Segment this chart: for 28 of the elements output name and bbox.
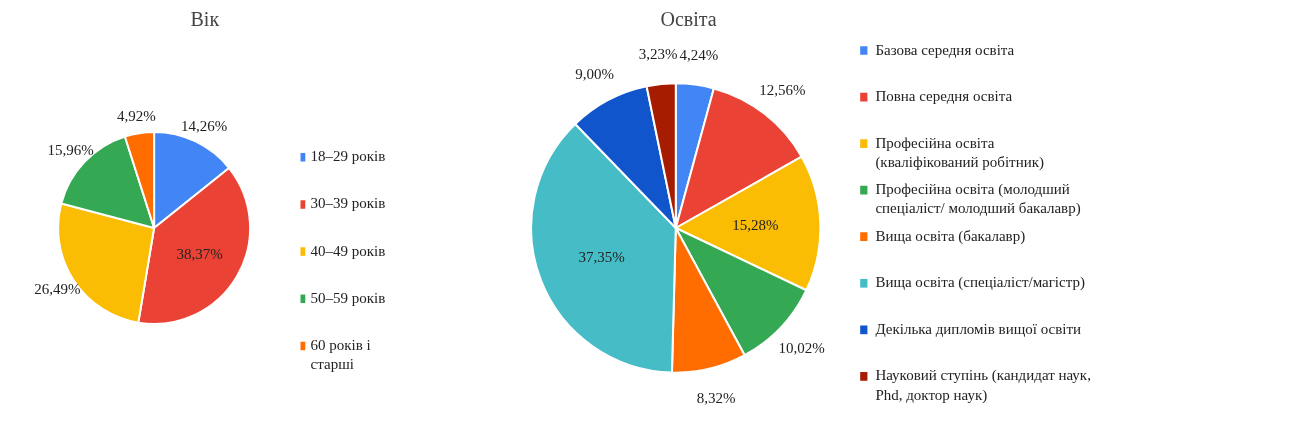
legend-label: 30–39 років: [310, 195, 386, 212]
legend-label: Повна середня освіта: [875, 88, 1013, 105]
data-label: 10,02%: [778, 340, 825, 357]
data-label: 12,56%: [759, 82, 806, 99]
data-label: 8,32%: [696, 389, 736, 406]
data-label: 4,92%: [116, 108, 156, 125]
data-label: 15,96%: [47, 141, 94, 158]
data-label: 4,24%: [679, 46, 719, 63]
legend-label: Професійна освіта (молодший спеціаліст/ молодший бакалавр): [875, 181, 1081, 218]
data-label: 38,37%: [176, 246, 223, 263]
data-label: 26,49%: [34, 281, 81, 298]
legend-label: Професійна освіта (кваліфікований робітник): [875, 134, 1044, 171]
data-label: 15,28%: [732, 217, 779, 234]
chart-title: Вік: [190, 7, 220, 30]
legend-label: Вища освіта (бакалавр): [875, 227, 1026, 245]
legend-label: 60 років і старші: [310, 336, 371, 373]
legend-label: Декілька дипломів вищої освіти: [875, 320, 1082, 337]
legend-label: Науковий ступінь (кандидат наук, Phd, доктор наук): [875, 367, 1091, 404]
legend-label: 18–29 років: [310, 148, 386, 165]
legend-label: Базова середня освіта: [875, 41, 1015, 58]
data-label: 14,26%: [180, 117, 228, 134]
data-label: 37,35%: [578, 249, 625, 266]
data-label: 3,23%: [638, 46, 678, 63]
legend-label: Вища освіта (спеціаліст/магістр): [875, 274, 1085, 292]
legend-label: 50–59 років: [310, 289, 386, 306]
data-label: 9,00%: [575, 65, 615, 82]
legend-label: 40–49 років: [310, 242, 386, 259]
chart-title: Освіта: [660, 7, 717, 30]
